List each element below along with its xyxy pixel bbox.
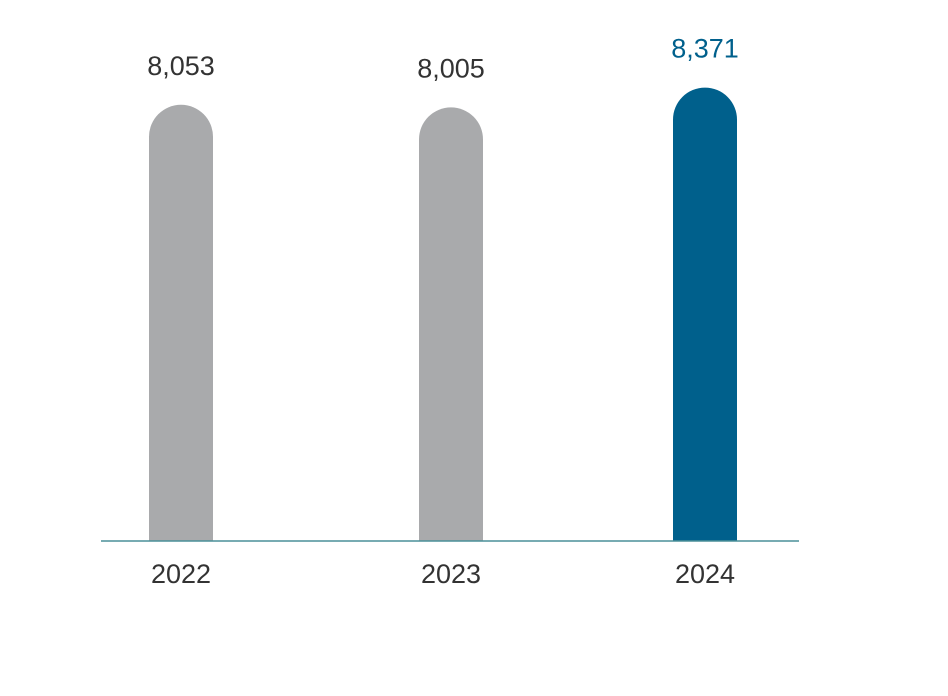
- bar-2023: [419, 107, 483, 542]
- value-label-2023: 8,005: [417, 53, 485, 83]
- bar-2022: [149, 104, 213, 541]
- x-tick-label-2022: 2022: [151, 559, 211, 589]
- x-tick-labels-group: 2022 2023 2024: [151, 559, 735, 589]
- value-labels-group: 8,053 8,005 8,371: [147, 34, 739, 84]
- x-tick-label-2024: 2024: [675, 559, 735, 589]
- bar-2024: [673, 87, 737, 541]
- x-tick-label-2023: 2023: [421, 559, 481, 589]
- value-label-2024: 8,371: [671, 34, 739, 64]
- value-label-2022: 8,053: [147, 51, 215, 81]
- bars-group: [149, 87, 737, 542]
